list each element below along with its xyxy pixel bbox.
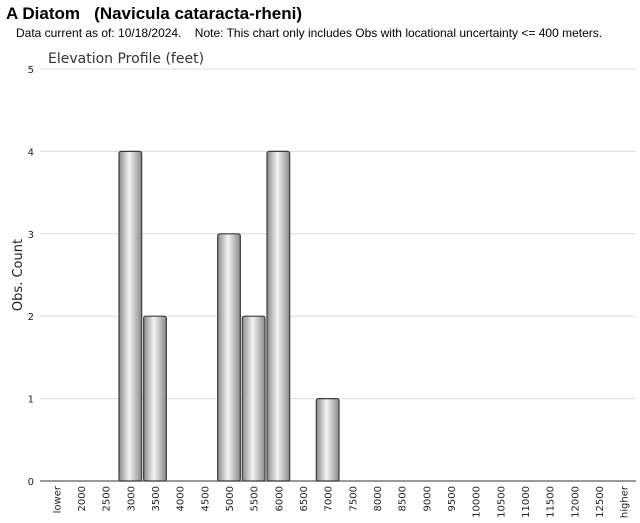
x-tick-label: 9500 (447, 486, 458, 511)
x-tick-label: 7000 (324, 486, 335, 511)
y-tick-label: 1 (28, 395, 34, 406)
x-tick-label: 5500 (250, 486, 261, 511)
x-tick-label: 5000 (225, 486, 236, 511)
chart-title: Elevation Profile (feet) (48, 51, 204, 67)
x-tick-label: 2000 (77, 486, 88, 511)
y-tick-label: 4 (28, 147, 34, 158)
x-tick-label: 11000 (521, 486, 532, 518)
y-axis-ticks: 0 1 2 3 4 5 (28, 65, 34, 488)
x-tick-label: 7500 (348, 486, 359, 511)
x-tick-label: 9000 (422, 486, 433, 511)
x-tick-label: 4000 (176, 486, 187, 511)
x-tick-label: 8000 (373, 486, 384, 511)
y-axis-label: Obs. Count (11, 239, 26, 311)
bar-7000 (315, 398, 340, 482)
x-tick-label: 11500 (546, 486, 557, 518)
y-tick-label: 0 (28, 477, 34, 488)
bars (118, 150, 340, 482)
x-tick-label: 6500 (299, 486, 310, 511)
x-tick-label: 12000 (570, 486, 581, 518)
data-note: Data current as of: 10/18/2024. Note: Th… (16, 26, 603, 40)
bar-5000 (217, 233, 241, 482)
y-tick-label: 5 (28, 65, 34, 76)
x-tick-label: 6000 (274, 486, 285, 511)
x-tick-label: lower (52, 485, 63, 513)
x-tick-label: 12500 (595, 486, 606, 518)
x-tick-label: 8500 (398, 486, 409, 511)
page-title: A Diatom (Navicula cataracta-rheni) (6, 4, 303, 23)
bar-5500 (241, 315, 266, 482)
x-tick-label: 2500 (102, 486, 113, 511)
x-tick-label: 3000 (126, 486, 137, 511)
bar-3000 (118, 150, 143, 482)
x-tick-label: 4500 (200, 486, 211, 511)
bar-6000 (266, 150, 291, 482)
x-tick-label: 10500 (496, 486, 507, 518)
x-tick-label: higher (620, 485, 631, 518)
y-tick-label: 2 (28, 312, 34, 323)
y-tick-label: 3 (28, 230, 34, 241)
x-axis-ticks: lower 2000 2500 3000 3500 4000 4500 5000 5500 600… (52, 485, 630, 518)
bar-3500 (143, 315, 167, 482)
x-tick-label: 3500 (151, 486, 162, 511)
x-tick-label: 10000 (472, 486, 483, 518)
